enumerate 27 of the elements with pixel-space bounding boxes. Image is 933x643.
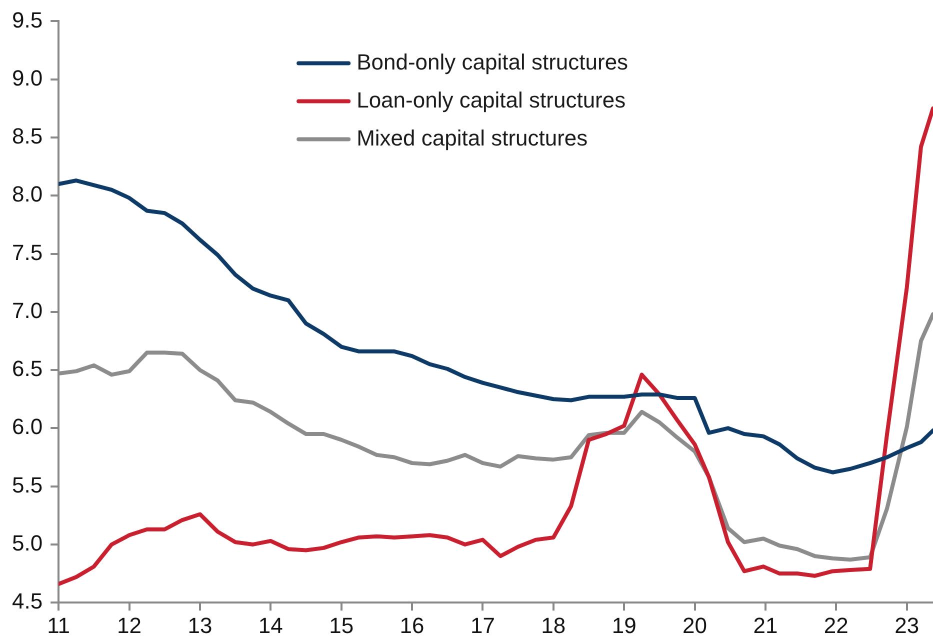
y-tick-label: 6.5	[12, 356, 43, 382]
x-tick-label: 17	[470, 612, 495, 638]
y-tick-label: 9.5	[12, 7, 43, 32]
x-tick-label: 21	[753, 612, 778, 638]
x-tick-label: 23	[894, 612, 920, 638]
legend-label: Bond-only capital structures	[356, 49, 628, 74]
x-tick-label: 12	[117, 612, 142, 638]
x-tick-label: 18	[541, 612, 566, 638]
x-tick-label: 13	[188, 612, 212, 638]
y-tick-label: 5.5	[12, 472, 43, 498]
y-tick-label: 7.5	[12, 240, 43, 265]
y-tick-label: 5.0	[12, 530, 43, 556]
x-tick-label: 20	[682, 612, 708, 638]
legend-label: Loan-only capital structures	[356, 87, 626, 112]
y-tick-label: 4.5	[12, 588, 43, 614]
x-tick-label: 22	[824, 612, 848, 638]
y-tick-label: 7.0	[12, 298, 43, 323]
x-tick-label: 15	[329, 612, 354, 638]
y-tick-label: 8.0	[12, 182, 43, 207]
x-tick-label: 14	[258, 612, 283, 638]
x-tick-label: 19	[612, 612, 636, 638]
y-tick-label: 9.0	[12, 65, 43, 90]
x-tick-label: 16	[400, 612, 424, 638]
y-tick-label: 6.0	[12, 414, 43, 440]
x-tick-label: 11	[47, 612, 70, 638]
legend-label: Mixed capital structures	[356, 125, 588, 150]
y-tick-label: 8.5	[12, 124, 43, 149]
